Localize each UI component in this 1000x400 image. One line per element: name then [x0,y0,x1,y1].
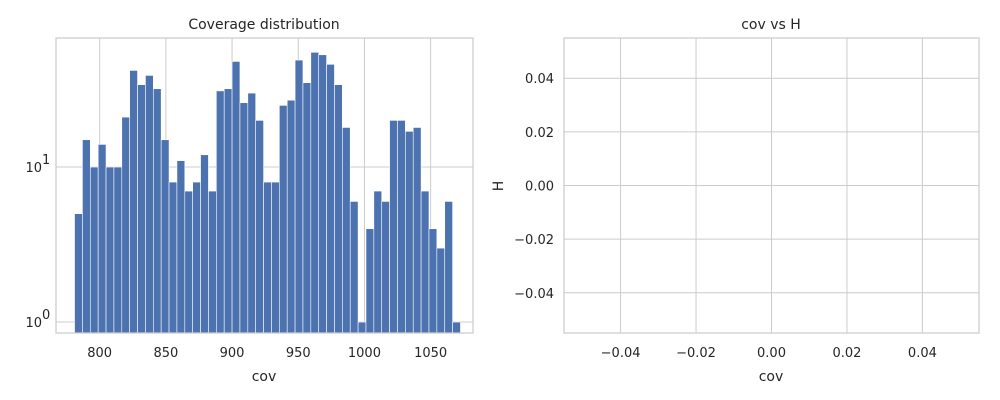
histogram-bar [192,181,201,334]
histogram-bar [420,190,430,334]
histogram-bar [153,88,162,334]
histogram-x-tick-label: 850 [153,346,178,361]
scatter-y-tick-label: 0.02 [525,126,554,141]
histogram-y-tick-label: 10 [25,161,42,176]
histogram-x-tick-label: 1000 [348,346,381,361]
histogram-x-ticks: 800 850 900 950 1000 1050 [87,346,447,361]
histogram-bar [452,321,461,334]
histogram-bar [113,166,123,334]
histogram-bar [271,181,280,334]
histogram-y-tick-exponent: 0 [42,308,50,323]
scatter-x-tick-label: 0.02 [832,346,861,361]
histogram-frame [55,37,474,334]
histogram-bar [349,201,359,334]
histogram-bar [397,120,406,334]
histogram-bar [436,247,446,334]
histogram-bar [318,54,327,334]
histogram-bar [137,84,146,334]
histogram-bar [208,190,217,334]
histogram-bar [74,213,83,334]
scatter-x-tick-label: −0.04 [601,346,641,361]
histogram-bar [334,84,343,334]
histogram-x-label: cov [252,369,277,385]
scatter-grid [564,38,979,333]
histogram-bar [412,127,422,334]
histogram-x-tick-label: 900 [220,346,245,361]
histogram-bar [97,144,107,334]
histogram-bar [105,166,115,334]
histogram-bars [74,51,461,334]
histogram-x-tick-label: 800 [87,346,112,361]
histogram-bar [389,120,398,334]
scatter-y-tick-label: −0.02 [514,233,554,248]
histogram-bar [168,181,178,334]
histogram-bar [286,99,296,334]
histogram-bar [310,51,320,334]
histogram-bar [294,59,304,334]
histogram-bar [200,154,209,334]
histogram-y-tick-label: 10 [25,316,42,331]
histogram-bar [216,90,225,334]
histogram-bar [373,190,383,334]
histogram-bar [357,321,367,334]
histogram-bar [381,201,390,334]
scatter-title: cov vs H [741,17,801,33]
histogram-bar [176,160,186,334]
histogram-bar [129,70,138,334]
histogram-bar [247,92,256,334]
histogram-bar [82,139,91,334]
histogram-bar [231,61,241,334]
histogram-bar [279,105,288,334]
scatter-x-tick-label: 0.00 [757,346,786,361]
histogram-bar [263,181,272,334]
scatter-y-tick-label: −0.04 [514,287,554,302]
histogram-bar [145,75,154,334]
histogram-bar [239,102,249,334]
scatter-x-tick-label: −0.02 [676,346,716,361]
histogram-x-tick-label: 1050 [414,346,447,361]
scatter-y-tick-label: 0.04 [525,72,554,87]
scatter-x-label: cov [759,369,784,385]
scatter-y-tick-label: 0.00 [525,180,554,195]
histogram-bar [255,120,264,334]
histogram-title: Coverage distribution [188,17,339,33]
histogram-y-tick-exponent: 1 [42,153,50,168]
scatter-x-ticks: −0.04 −0.02 0.00 0.02 0.04 [601,346,937,361]
histogram-bar [428,228,438,334]
histogram-bar [223,88,233,334]
scatter-chart: cov vs H −0.04 −0.02 0.00 0.02 0.04 −0.04−0.… [491,17,980,385]
histogram-bar [121,116,130,334]
histogram-bar [184,190,193,334]
histogram-bar [160,139,170,334]
histogram-bar [405,131,414,334]
histogram-bar [444,201,453,334]
histogram-bar [89,166,99,334]
histogram-x-tick-label: 950 [286,346,311,361]
histogram-bar [342,127,351,334]
histogram-chart: Coverage distribution 800 850 900 950 1000 10… [25,17,474,385]
scatter-x-tick-label: 0.04 [908,346,937,361]
scatter-frame [563,37,980,334]
scatter-y-ticks: −0.04 −0.02 0.00 0.02 0.04 [514,72,554,302]
histogram-bar [326,64,335,334]
scatter-y-label: H [491,181,507,192]
histogram-bar [302,82,312,334]
histogram-bar [365,228,375,334]
